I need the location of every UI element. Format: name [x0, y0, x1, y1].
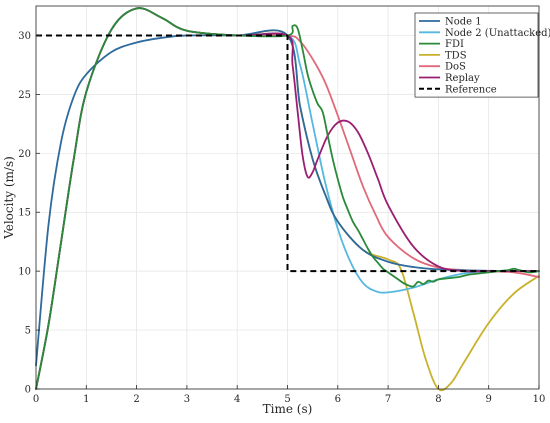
- y-tick-label: 10: [18, 267, 31, 278]
- series-lines: [35, 7, 540, 392]
- x-tick-label: 4: [234, 394, 240, 405]
- x-tick-label: 2: [133, 394, 139, 405]
- legend-label-node-2-unattacked: Node 2 (Unattacked): [445, 28, 550, 39]
- series-line-reference: [36, 34, 539, 273]
- x-tick-label: 5: [284, 394, 290, 405]
- y-tick-label: 20: [18, 149, 31, 160]
- series-line-node-1: [35, 29, 540, 367]
- x-tick-label: 0: [33, 394, 39, 405]
- legend-label-dos: DoS: [445, 62, 466, 73]
- x-axis-title: Time (s): [263, 402, 313, 416]
- x-tick-label: 7: [385, 394, 391, 405]
- axis-ticks: 0 1 2 3 4 5 6 7 8 9 10 0 5 10 15 20 25 30: [18, 31, 545, 405]
- legend-label-tds: TDS: [445, 50, 467, 61]
- x-tick-label: 1: [83, 394, 89, 405]
- x-tick-label: 6: [335, 394, 341, 405]
- legend-label-fdi: FDI: [445, 39, 464, 50]
- y-axis-title: Velocity (m/s): [2, 156, 16, 240]
- series-line-fdi: [35, 7, 540, 390]
- legend-label-node-1: Node 1: [445, 17, 482, 28]
- x-tick-label: 3: [184, 394, 190, 405]
- x-tick-label: 10: [533, 394, 546, 405]
- y-tick-label: 25: [18, 90, 31, 101]
- legend-label-replay: Replay: [445, 73, 480, 84]
- y-tick-label: 15: [18, 208, 31, 219]
- x-tick-label: 8: [435, 394, 441, 405]
- y-tick-label: 30: [18, 31, 31, 42]
- y-tick-label: 5: [25, 326, 31, 337]
- y-tick-label: 0: [25, 385, 31, 396]
- legend-label-reference: Reference: [445, 84, 497, 95]
- x-tick-label: 9: [486, 394, 492, 405]
